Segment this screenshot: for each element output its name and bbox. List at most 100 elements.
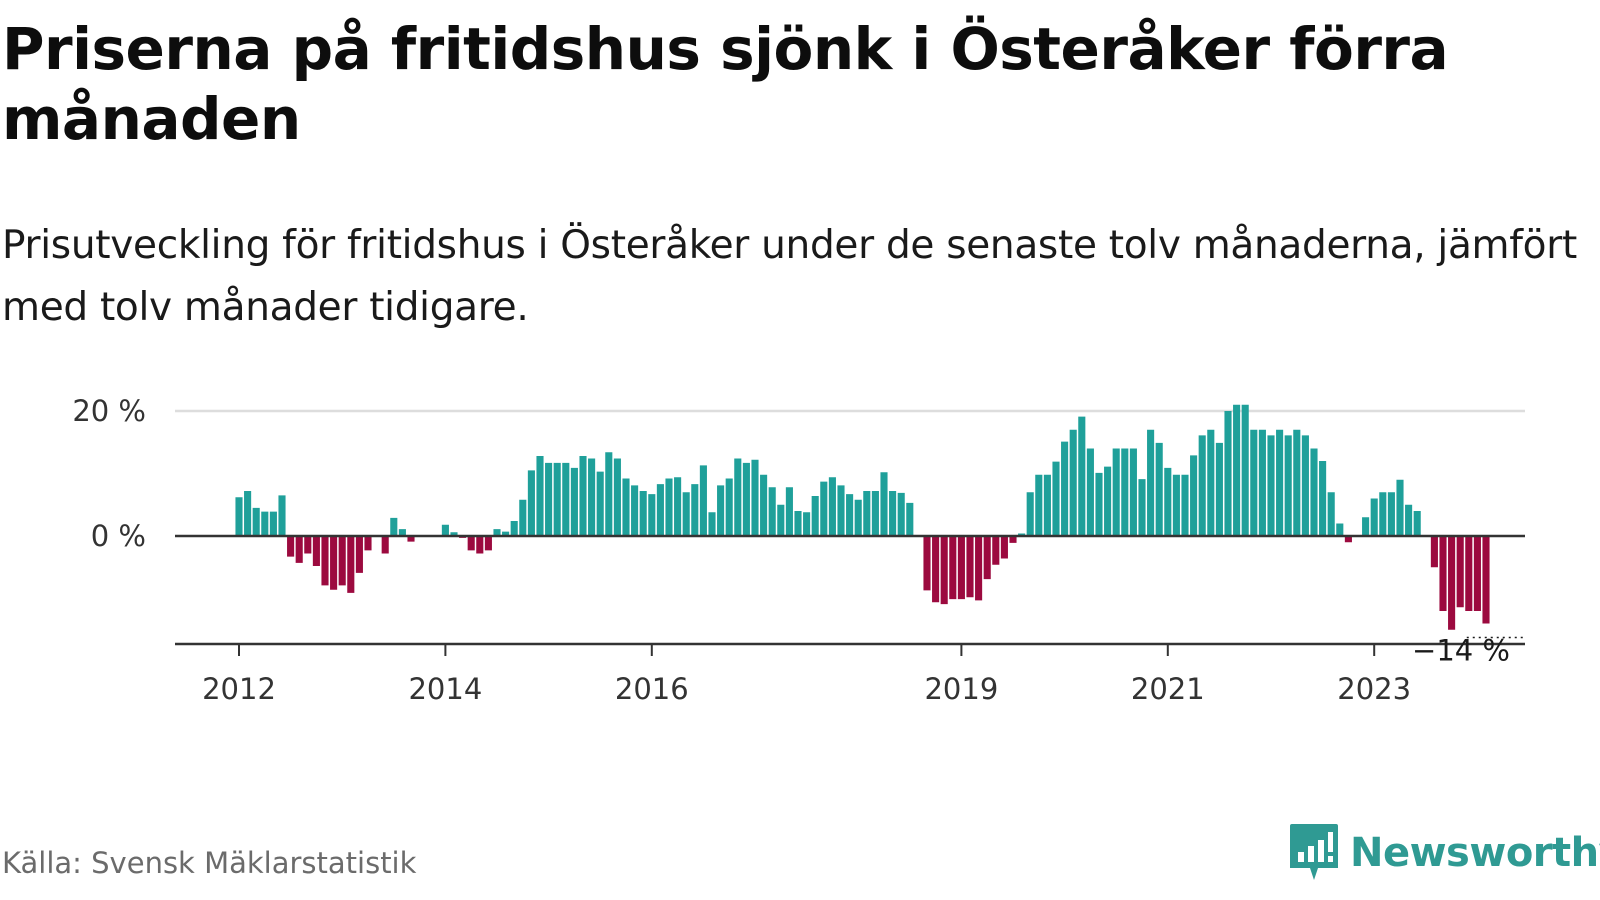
newsworthy-logo-icon — [1290, 824, 1338, 880]
bar — [820, 481, 828, 536]
bar — [596, 471, 604, 537]
bar — [1344, 536, 1352, 543]
bar — [510, 521, 518, 536]
bars-layer — [235, 404, 1490, 630]
bar — [957, 536, 965, 600]
bar — [502, 531, 510, 537]
bar — [949, 536, 957, 600]
bar — [837, 485, 845, 537]
bar — [1284, 435, 1292, 536]
bar — [1155, 442, 1163, 537]
bar — [742, 462, 750, 537]
bar — [854, 499, 862, 536]
bar — [631, 485, 639, 537]
bar — [1198, 435, 1206, 536]
bar — [777, 504, 785, 536]
bar — [1241, 404, 1249, 536]
x-tick-label: 2023 — [1337, 672, 1411, 706]
annotation-label: −14 % — [1412, 634, 1510, 668]
bar — [665, 478, 673, 536]
source-note: Källa: Svensk Mäklarstatistik — [2, 846, 417, 880]
bar — [407, 536, 415, 542]
bar — [1405, 504, 1413, 536]
bar — [441, 524, 449, 536]
bar — [1138, 479, 1146, 537]
x-tick-label: 2016 — [615, 672, 689, 706]
bar — [682, 492, 690, 536]
bar — [1439, 536, 1447, 611]
bar — [975, 536, 983, 601]
bar — [1473, 536, 1481, 611]
bar — [1456, 536, 1464, 608]
bar — [244, 491, 252, 536]
bar — [1215, 442, 1223, 537]
bar — [1095, 472, 1103, 537]
x-tick-label: 2012 — [202, 672, 276, 706]
bar — [725, 478, 733, 536]
bar — [1319, 461, 1327, 536]
bar — [1052, 461, 1060, 537]
bar — [545, 462, 553, 537]
bar — [519, 499, 527, 536]
bar — [1233, 404, 1241, 536]
bar — [1104, 466, 1112, 537]
bar — [674, 477, 682, 536]
bar — [493, 529, 501, 537]
bar — [889, 491, 897, 536]
brand-logo[interactable]: Newsworthy — [1288, 822, 1600, 884]
bar — [1078, 416, 1086, 536]
bar — [871, 491, 879, 536]
bar — [1043, 474, 1051, 536]
bar — [304, 536, 312, 554]
bar — [734, 458, 742, 536]
bar — [923, 536, 931, 591]
bar — [846, 494, 854, 537]
bar — [398, 529, 406, 537]
x-tick-label: 2021 — [1131, 672, 1205, 706]
bar — [1258, 429, 1266, 536]
bar — [1396, 479, 1404, 536]
bar — [880, 472, 888, 536]
bar — [751, 459, 759, 536]
bar — [347, 536, 355, 593]
bar — [708, 512, 716, 536]
bar — [1164, 467, 1172, 537]
bar — [1327, 492, 1335, 536]
bar — [691, 484, 699, 537]
bar — [269, 511, 277, 537]
bar — [1061, 441, 1069, 537]
bar — [381, 536, 389, 554]
bar — [235, 497, 243, 536]
bar — [295, 536, 303, 563]
bar — [476, 536, 484, 554]
chart-title: Priserna på fritidshus sjönk i Österåker… — [2, 15, 1449, 153]
bar — [828, 477, 836, 536]
bar — [338, 536, 346, 586]
bar — [1482, 536, 1490, 624]
bar — [588, 458, 596, 536]
bar — [622, 478, 630, 536]
bar — [1112, 448, 1120, 536]
bar — [983, 536, 991, 580]
bar — [553, 462, 561, 537]
bar — [579, 456, 587, 536]
bar — [648, 494, 656, 537]
bar — [639, 491, 647, 536]
bar — [1129, 448, 1137, 536]
bar — [562, 462, 570, 537]
brand-name: Newsworthy — [1350, 830, 1600, 876]
bar — [312, 536, 320, 566]
bar — [1465, 536, 1473, 611]
bar — [330, 536, 338, 590]
bar — [1121, 448, 1129, 536]
bar — [570, 467, 578, 537]
bar — [1301, 435, 1309, 536]
chart-subtitle: Prisutveckling för fritidshus i Österåke… — [2, 223, 1577, 330]
bar — [1190, 455, 1198, 537]
bar — [794, 511, 802, 536]
bar — [1224, 411, 1232, 536]
bar — [484, 536, 492, 551]
bar — [355, 536, 363, 573]
bar — [768, 487, 776, 536]
bar — [1000, 536, 1008, 559]
